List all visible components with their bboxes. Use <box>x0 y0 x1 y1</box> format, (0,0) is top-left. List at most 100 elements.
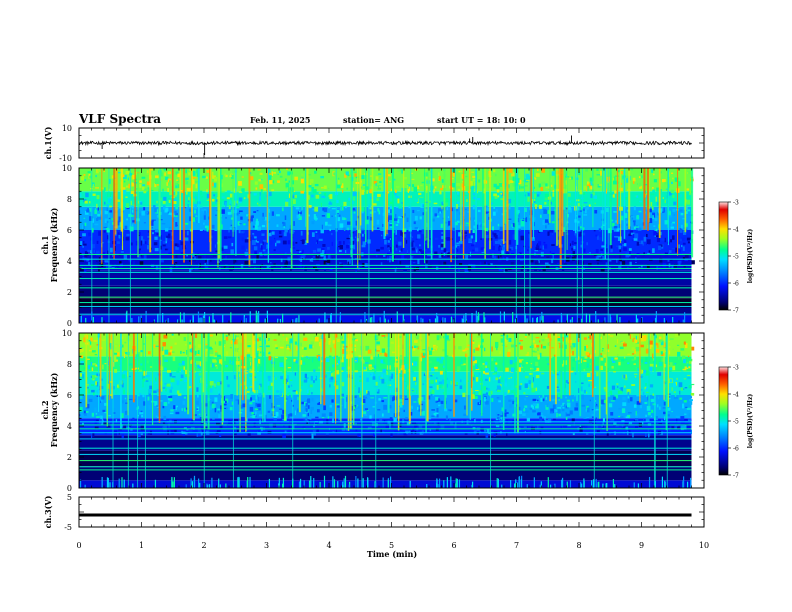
spectrogram-texture <box>371 421 376 427</box>
spectrogram-texture <box>329 228 331 232</box>
spectrogram-texture <box>94 209 98 215</box>
spectrogram-texture <box>635 341 640 344</box>
spectrogram-texture <box>447 216 449 219</box>
spectrogram-texture <box>419 244 421 247</box>
spectrogram-texture <box>422 349 427 351</box>
spectrogram-texture <box>92 193 96 196</box>
spectrogram-texture <box>515 385 519 388</box>
spectrogram-texture <box>686 424 691 429</box>
spectrogram-texture <box>214 387 217 389</box>
spectrogram-texture <box>253 355 257 358</box>
spectrogram-texture <box>121 388 125 390</box>
spectrogram-texture <box>169 419 172 423</box>
spectrogram-texture <box>526 417 531 422</box>
spectrogram-texture <box>168 252 173 255</box>
spectrogram-sferic <box>350 168 352 258</box>
spectrogram-texture <box>147 231 150 233</box>
spectrogram-texture <box>195 181 198 183</box>
spectrogram-texture <box>249 402 253 405</box>
spectrogram-texture <box>243 197 246 200</box>
spectrogram-texture <box>83 367 87 370</box>
spectrogram-texture <box>470 181 473 186</box>
spectrogram-texture <box>211 233 214 235</box>
spectrogram-texture <box>261 215 266 220</box>
spectrogram-texture <box>454 221 458 226</box>
spectrogram-texture <box>610 248 613 253</box>
spectrogram-texture <box>419 230 423 233</box>
spectrogram-texture <box>364 362 369 364</box>
spectrogram-texture <box>189 258 191 262</box>
spectrogram-texture <box>407 184 409 189</box>
spectrogram-texture <box>262 241 264 246</box>
spectrogram-texture <box>602 224 606 226</box>
spectrogram-texture <box>532 377 534 382</box>
spectrogram-texture <box>628 412 632 414</box>
spectrogram-texture <box>440 244 445 250</box>
spectrogram-texture <box>352 208 356 212</box>
spectrogram-texture <box>377 207 380 212</box>
spectrogram-texture <box>256 210 259 212</box>
spectrogram-texture <box>658 361 663 366</box>
spectrogram-texture <box>363 366 367 370</box>
spectrogram-texture <box>298 264 300 268</box>
spectrogram-texture <box>253 390 258 394</box>
spectrogram-texture <box>505 432 508 436</box>
colorbar-ticklabel: -4 <box>733 227 739 234</box>
spectrogram-texture <box>521 265 524 268</box>
spectrogram-texture <box>435 400 437 403</box>
spectrogram-texture <box>623 374 626 379</box>
spectrogram-texture <box>613 371 617 373</box>
spectrogram-texture <box>534 343 537 348</box>
spectrogram-texture <box>346 244 350 249</box>
spectrogram-texture <box>431 415 435 417</box>
spectrogram-texture <box>180 190 183 192</box>
spectrogram-texture <box>271 189 275 192</box>
spectrogram-texture <box>309 259 312 262</box>
spectrogram-texture <box>567 402 571 408</box>
spectrogram-lowfreq <box>581 318 583 323</box>
spectrogram-texture <box>170 409 174 412</box>
spectrogram-texture <box>329 404 332 408</box>
spectrogram-texture <box>470 186 472 190</box>
spectrogram-texture <box>508 333 510 335</box>
spectrogram-texture <box>652 358 655 361</box>
spectrogram-texture <box>539 352 542 358</box>
spectrogram-texture <box>347 261 349 265</box>
spectrogram-texture <box>199 229 203 231</box>
spectrogram-texture <box>508 377 511 380</box>
spectrogram-sferic <box>101 168 103 265</box>
spectrogram-texture <box>352 424 354 427</box>
spectrogram-texture <box>636 368 640 372</box>
spectrogram-texture <box>571 247 574 251</box>
spectrogram-texture <box>668 211 671 216</box>
spectrogram-texture <box>167 243 172 248</box>
spectrogram-texture <box>333 172 336 176</box>
spectrogram-texture <box>477 362 479 368</box>
spectrogram-texture <box>412 261 416 264</box>
spectrogram-texture <box>565 380 568 383</box>
spectrogram-texture <box>130 191 135 194</box>
spectrogram-texture <box>632 181 635 184</box>
spectrogram-lowfreq <box>157 313 159 323</box>
spectrogram-texture <box>485 180 488 184</box>
spectrogram-texture <box>488 216 490 220</box>
spectrogram-texture <box>541 415 544 418</box>
spectrogram-texture <box>524 383 528 388</box>
spectrogram-texture <box>385 353 388 357</box>
spectrogram-texture <box>475 377 479 382</box>
spectrogram-texture <box>605 262 608 267</box>
spectrogram-texture <box>251 240 256 245</box>
spectrogram-texture <box>387 217 389 222</box>
spectrogram-texture <box>551 258 554 264</box>
spectrogram-texture <box>140 363 143 366</box>
spectrogram-sferic <box>504 168 507 225</box>
spectrogram-texture <box>249 368 253 374</box>
spectrogram-texture <box>109 342 112 348</box>
spectrogram-texture <box>543 209 548 214</box>
spectrogram-sferic <box>183 168 185 263</box>
spectrogram-texture <box>525 354 529 356</box>
spectrogram-texture <box>135 240 139 246</box>
spectrogram-texture <box>336 199 339 204</box>
spectrogram-texture <box>354 357 358 363</box>
spectrogram-texture <box>538 183 542 188</box>
